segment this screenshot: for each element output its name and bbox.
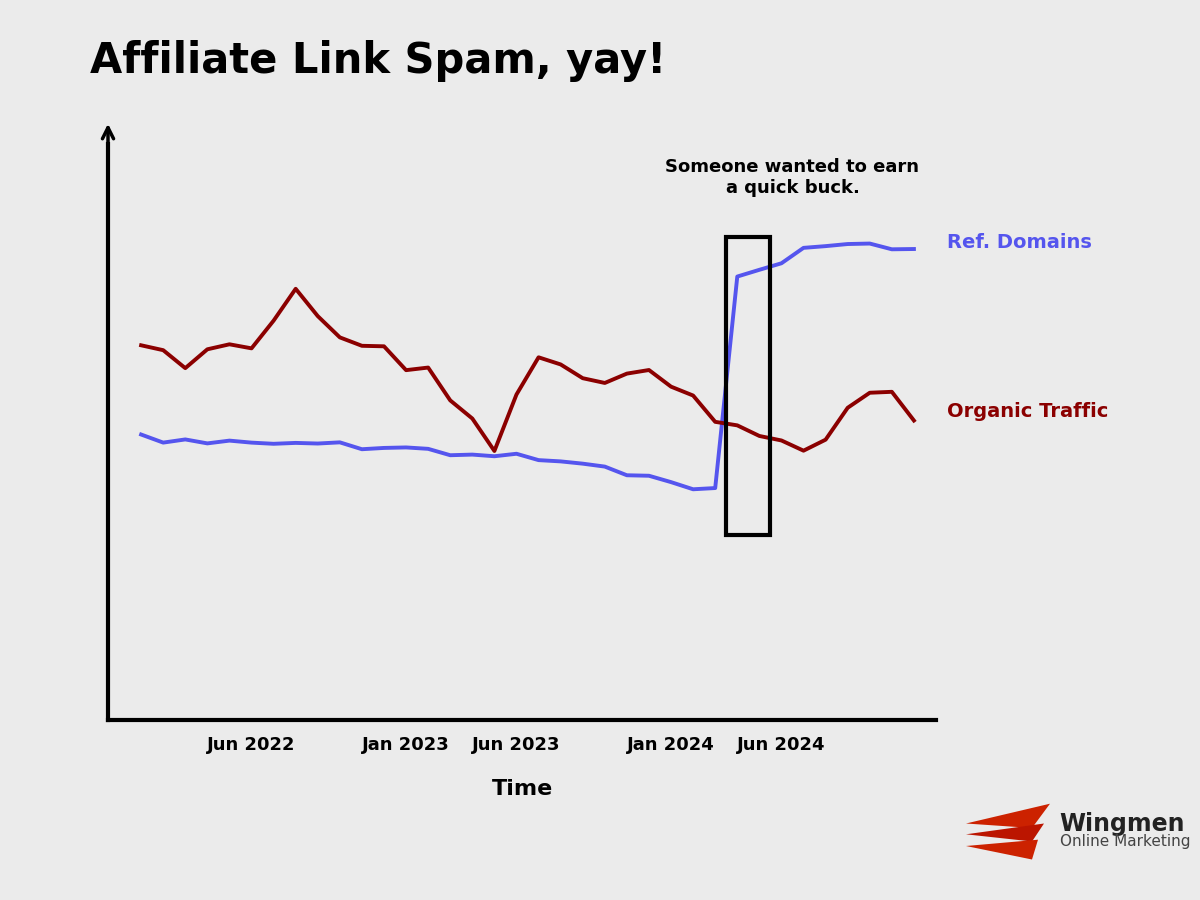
Bar [726,237,770,535]
Text: Someone wanted to earn
a quick buck.: Someone wanted to earn a quick buck. [666,158,919,197]
Text: Wingmen: Wingmen [1060,812,1186,835]
Text: Affiliate Link Spam, yay!: Affiliate Link Spam, yay! [90,40,666,83]
Text: Ref. Domains: Ref. Domains [947,233,1092,252]
Text: Organic Traffic: Organic Traffic [947,402,1109,421]
X-axis label: Time: Time [491,779,553,799]
Text: Online Marketing: Online Marketing [1060,834,1190,849]
